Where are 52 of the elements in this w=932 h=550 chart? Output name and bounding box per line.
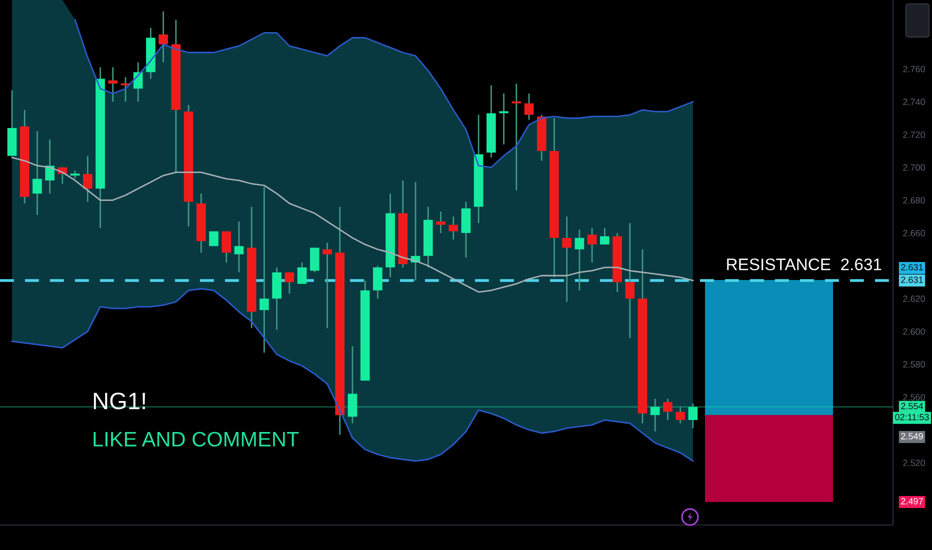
candlestick <box>663 398 672 421</box>
candlestick <box>108 66 118 102</box>
y-tick-label: 2.620 <box>903 296 925 302</box>
candlestick <box>562 216 572 303</box>
y-tick-label: 2.560 <box>903 394 925 400</box>
candlestick <box>32 130 42 216</box>
y-tick-label: 2.700 <box>903 164 925 171</box>
y-tick-label: 2.600 <box>903 328 925 335</box>
text: 02:11:53 <box>895 414 929 420</box>
candlestick <box>512 82 522 192</box>
candlestick <box>133 62 143 102</box>
ref-line-label: 2.554 <box>901 402 924 410</box>
y-tick-label: 2.580 <box>903 361 925 368</box>
candlestick <box>158 10 168 64</box>
y-tick-label: 2.520 <box>903 460 925 466</box>
annotation: LIKE AND COMMENT <box>94 432 299 447</box>
candlestick <box>373 265 382 300</box>
candlestick <box>587 227 597 264</box>
y-tick-label: 2.760 <box>903 66 925 72</box>
candlestick <box>688 402 698 429</box>
candlestick <box>348 345 358 424</box>
y-tick-label: 2.740 <box>903 98 925 106</box>
candlestick <box>322 242 332 329</box>
line-series <box>74 18 694 168</box>
text: 2.631 <box>901 264 923 270</box>
candlestick <box>310 247 320 274</box>
candlestick <box>234 220 244 274</box>
candlestick <box>524 92 534 120</box>
line-series <box>11 156 694 293</box>
text: 2.497 <box>901 498 923 504</box>
candlestick <box>676 406 685 424</box>
candlestick <box>625 222 635 339</box>
candlestick <box>222 230 232 264</box>
y-tick-label: 2.680 <box>903 197 925 204</box>
candlestick <box>297 262 307 285</box>
candlestick <box>600 227 610 246</box>
candlestick <box>436 210 446 234</box>
candlestick <box>82 155 92 202</box>
y-tick-label: 2.660 <box>903 230 925 236</box>
text: 2.549 <box>901 433 923 440</box>
candlestick <box>574 228 584 292</box>
candlestick <box>448 216 458 240</box>
candlestick <box>650 398 660 432</box>
y-tick-label: 2.720 <box>903 132 925 138</box>
candlestick <box>260 186 269 354</box>
candlestick <box>45 138 54 194</box>
candlestick <box>499 92 508 146</box>
annotation: RESISTANCE 2.631 <box>727 258 882 270</box>
ref-line-label: 2.631 <box>901 276 923 283</box>
annotation: NG1! <box>94 392 145 410</box>
candlestick <box>284 272 294 294</box>
line-series <box>11 288 694 462</box>
